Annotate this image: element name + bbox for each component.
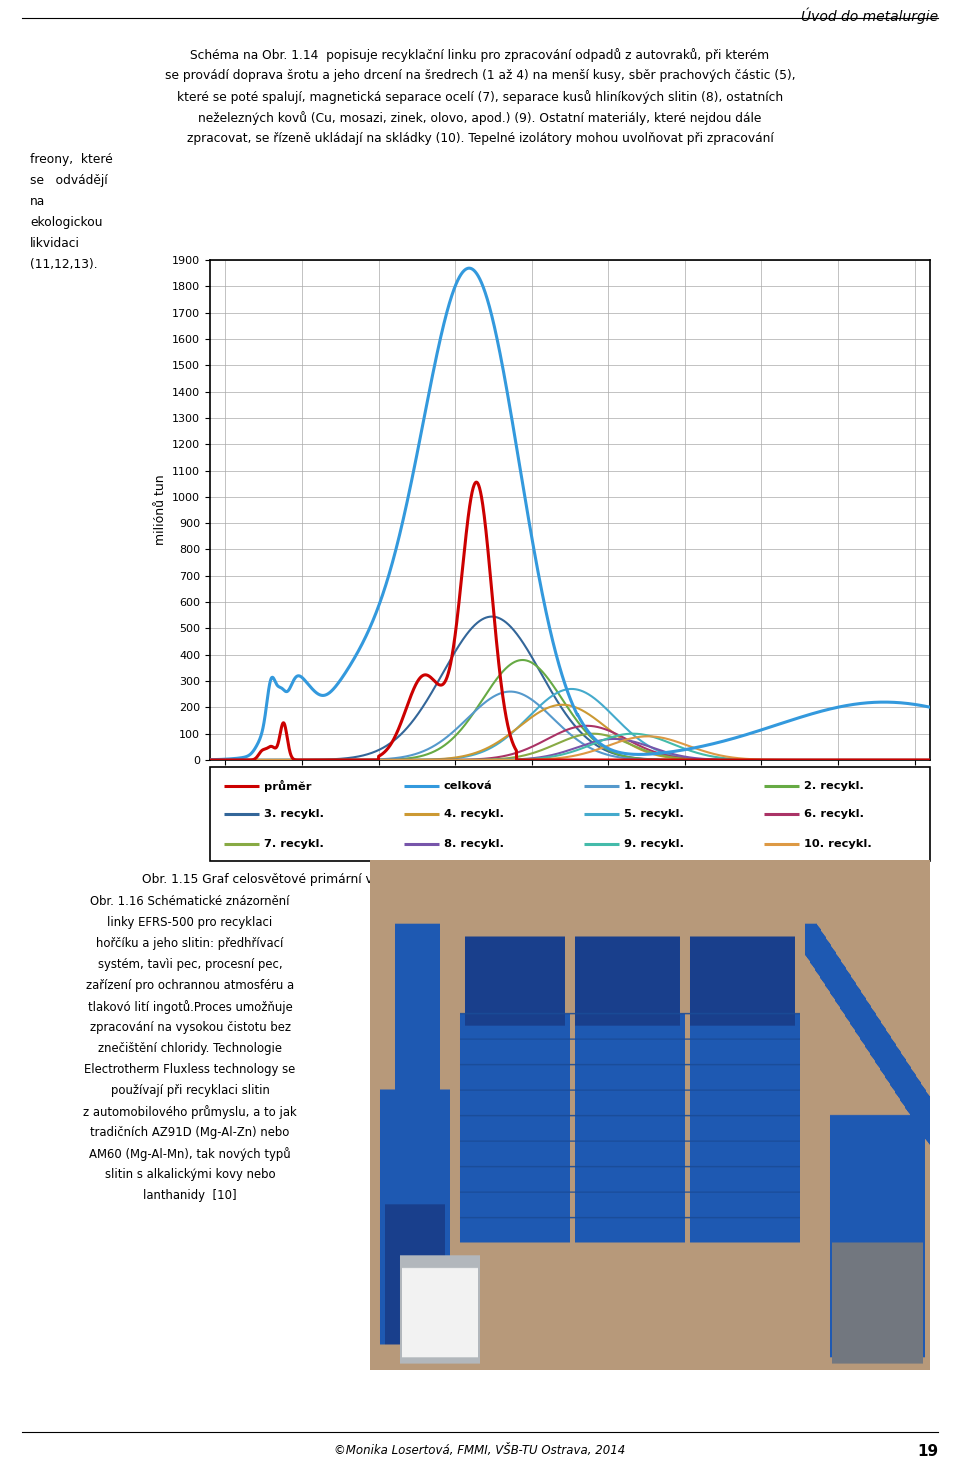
Text: tlakovó lití ingotů.Proces umožňuje: tlakovó lití ingotů.Proces umožňuje — [87, 1000, 293, 1014]
X-axis label: rok: rok — [558, 803, 583, 815]
Text: linky EFRS-500 pro recyklaci: linky EFRS-500 pro recyklaci — [108, 916, 273, 929]
Text: 5. recykl.: 5. recykl. — [624, 809, 684, 819]
Text: 1. recykl.: 1. recykl. — [624, 781, 684, 791]
Text: likvidaci: likvidaci — [30, 237, 80, 249]
Text: (11,12,13).: (11,12,13). — [30, 258, 98, 272]
Text: zpracovat, se řízeně ukládají na skládky (10). Tepelné izolátory mohou uvolňovat: zpracovat, se řízeně ukládají na skládky… — [186, 132, 774, 145]
Text: zařízení pro ochrannou atmosféru a: zařízení pro ochrannou atmosféru a — [86, 979, 294, 991]
Text: které se poté spalují, magnetická separace ocelí (7), separace kusů hliníkových : které se poté spalují, magnetická separa… — [177, 91, 783, 104]
Text: z automobilového průmyslu, a to jak: z automobilového průmyslu, a to jak — [84, 1106, 297, 1119]
Text: 4. recykl.: 4. recykl. — [444, 809, 504, 819]
Text: ekologickou: ekologickou — [30, 217, 103, 229]
Text: 10. recykl.: 10. recykl. — [804, 838, 872, 849]
Text: 3. recykl.: 3. recykl. — [264, 809, 324, 819]
Text: Schéma na Obr. 1.14  popisuje recyklační linku pro zpracování odpadů z autovraků: Schéma na Obr. 1.14 popisuje recyklační … — [190, 47, 770, 62]
Text: AM60 (Mg-Al-Mn), tak nových typů: AM60 (Mg-Al-Mn), tak nových typů — [89, 1147, 291, 1160]
Text: 7. recykl.: 7. recykl. — [264, 838, 324, 849]
Text: 9. recykl.: 9. recykl. — [624, 838, 684, 849]
Text: 2. recykl.: 2. recykl. — [804, 781, 864, 791]
Text: neželezných kovů (Cu, mosazi, zinek, olovo, apod.) (9). Ostatní materiály, které: neželezných kovů (Cu, mosazi, zinek, olo… — [199, 111, 761, 125]
Text: 8. recykl.: 8. recykl. — [444, 838, 504, 849]
Text: Obr. 1.16 Schématické znázornění: Obr. 1.16 Schématické znázornění — [90, 895, 290, 908]
Text: hořčíku a jeho slitin: předhřívací: hořčíku a jeho slitin: předhřívací — [96, 936, 284, 950]
Text: [8,9]: [8,9] — [466, 895, 494, 908]
Text: systém, tavìi pec, procesní pec,: systém, tavìi pec, procesní pec, — [98, 959, 282, 971]
Text: zpracování na vysokou čistotu bez: zpracování na vysokou čistotu bez — [89, 1021, 291, 1034]
Text: znečištění chloridy. Technologie: znečištění chloridy. Technologie — [98, 1042, 282, 1055]
Text: 19: 19 — [917, 1444, 938, 1459]
Text: ©Monika Losertová, FMMI, VŠB-TU Ostrava, 2014: ©Monika Losertová, FMMI, VŠB-TU Ostrava,… — [334, 1444, 626, 1457]
Text: lanthanidy  [10]: lanthanidy [10] — [143, 1189, 237, 1202]
Text: tradičních AZ91D (Mg-Al-Zn) nebo: tradičních AZ91D (Mg-Al-Zn) nebo — [90, 1126, 290, 1140]
Text: freony,  které: freony, které — [30, 153, 112, 166]
Text: Úvod do metalurgie: Úvod do metalurgie — [801, 7, 938, 25]
Text: 6. recykl.: 6. recykl. — [804, 809, 864, 819]
Text: na: na — [30, 194, 45, 208]
Text: průměr: průměr — [264, 781, 311, 792]
Text: Electrotherm Fluxless technology se: Electrotherm Fluxless technology se — [84, 1063, 296, 1076]
Text: Obr. 1.15 Graf celosvětové primární výroby a recyklace hořčíku od 20.let 20.stol: Obr. 1.15 Graf celosvětové primární výro… — [142, 873, 818, 886]
Text: se   odvádějí: se odvádějí — [30, 174, 108, 187]
Text: celková: celková — [444, 781, 492, 791]
Text: používají při recyklaci slitin: používají při recyklaci slitin — [110, 1083, 270, 1097]
Text: slitin s alkalickými kovy nebo: slitin s alkalickými kovy nebo — [105, 1168, 276, 1181]
Text: se provádí doprava šrotu a jeho drcení na šredrech (1 až 4) na menší kusy, sběr : se provádí doprava šrotu a jeho drcení n… — [165, 68, 795, 82]
Y-axis label: miliónů tun: miliónů tun — [154, 475, 167, 545]
